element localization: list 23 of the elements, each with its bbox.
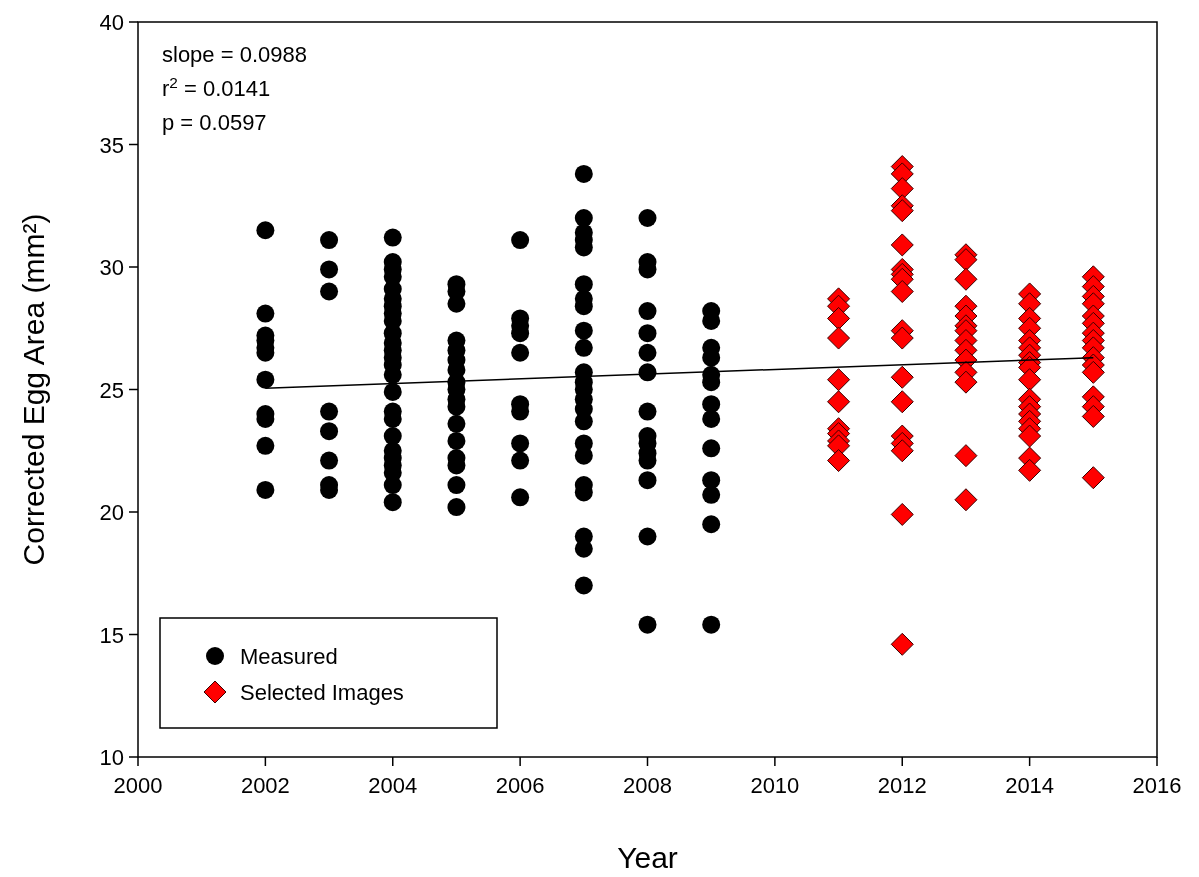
x-tick-label: 2012 <box>877 773 927 798</box>
annotation: p = 0.0597 <box>162 110 267 135</box>
y-tick-label: 30 <box>99 255 124 280</box>
x-axis-title: Year <box>617 841 678 874</box>
x-tick-label: 2016 <box>1132 773 1182 798</box>
y-tick-label: 25 <box>99 377 124 403</box>
annotation: r$^{2}$ = 0.0141 <box>162 73 271 101</box>
y-axis-title: Corrected Egg Area (mm²) <box>17 213 50 566</box>
x-tick-label: 2014 <box>1005 773 1055 798</box>
y-tick-label: 20 <box>99 500 124 525</box>
y-tick-label: 10 <box>99 745 124 770</box>
annotation: slope = 0.0988 <box>162 42 307 67</box>
x-tick-label: 2004 <box>368 773 418 798</box>
y-tick-label: 15 <box>99 622 124 648</box>
x-tick-label: 2002 <box>240 773 290 798</box>
legend-label: Measured <box>240 644 338 669</box>
legend-label: Selected Images <box>240 680 404 705</box>
x-tick-label: 2008 <box>623 773 672 798</box>
y-tick-label: 35 <box>99 132 124 158</box>
x-tick-label: 2010 <box>750 773 800 798</box>
x-tick-label: 2006 <box>495 773 545 798</box>
y-tick-label: 40 <box>99 10 124 35</box>
x-tick-label: 2000 <box>113 773 163 798</box>
